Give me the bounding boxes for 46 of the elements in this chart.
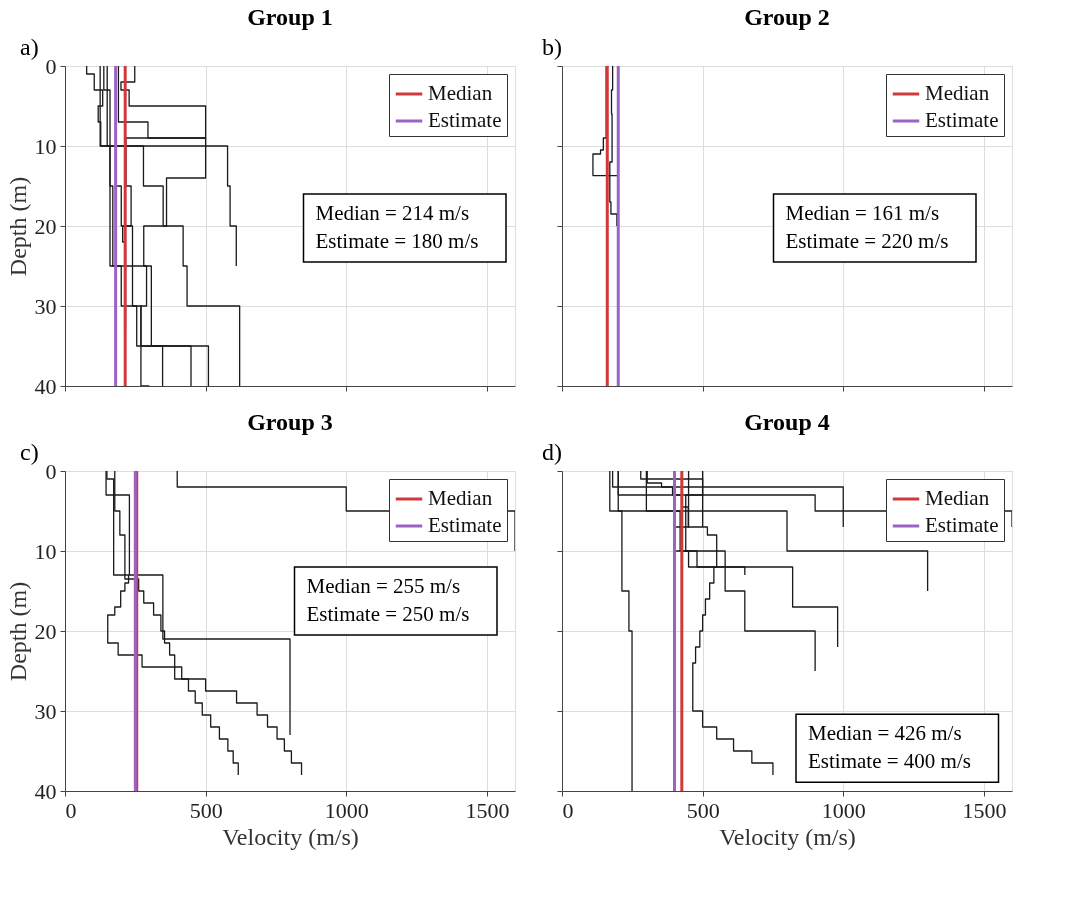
text: b) xyxy=(542,34,562,60)
annotation: Median = 426 m/s xyxy=(808,721,962,746)
annotation: Estimate = 220 m/s xyxy=(785,229,949,253)
y-tick-label: 30 xyxy=(34,293,57,319)
legend-label: Estimate xyxy=(428,108,502,132)
chart-title: Group 3 xyxy=(247,409,333,435)
legend-label: Median xyxy=(428,486,493,510)
y-tick-label: 0 xyxy=(45,53,57,79)
x-tick-label: 500 xyxy=(189,797,223,823)
legend-label: Median xyxy=(925,486,990,510)
legend-label: Estimate xyxy=(925,513,999,537)
y-axis-title: Depth (m) xyxy=(4,581,31,682)
x-tick-label: 1000 xyxy=(821,797,866,823)
y-tick-label: 0 xyxy=(45,458,57,484)
annotation: Estimate = 400 m/s xyxy=(808,749,971,774)
annotation: Estimate = 250 m/s xyxy=(306,602,470,626)
legend-label: Estimate xyxy=(428,513,502,537)
x-tick-label: 1000 xyxy=(324,797,369,823)
chart-title: Group 2 xyxy=(744,4,830,30)
text: c) xyxy=(20,439,39,465)
y-tick-label: 40 xyxy=(34,373,57,399)
text: a) xyxy=(20,34,39,60)
y-tick-label: 40 xyxy=(34,778,57,804)
x-tick-label: 500 xyxy=(686,797,720,823)
legend-label: Estimate xyxy=(925,108,999,132)
x-tick-label: 1500 xyxy=(962,797,1007,823)
y-tick-label: 10 xyxy=(34,538,57,564)
y-tick-label: 20 xyxy=(34,618,57,644)
annotation: Estimate = 180 m/s xyxy=(315,229,479,253)
legend-label: Median xyxy=(428,81,493,105)
annotation: Median = 214 m/s xyxy=(315,201,470,225)
legend-label: Median xyxy=(925,81,990,105)
x-tick-label: 1500 xyxy=(465,797,510,823)
x-axis-title: Velocity (m/s) xyxy=(719,823,856,850)
y-axis-title: Depth (m) xyxy=(4,176,31,277)
y-tick-label: 10 xyxy=(34,133,57,159)
annotation: Median = 161 m/s xyxy=(785,201,940,225)
y-tick-label: 30 xyxy=(34,698,57,724)
chart-title: Group 1 xyxy=(247,4,333,30)
x-tick-label: 0 xyxy=(65,797,77,823)
text: d) xyxy=(542,439,562,465)
x-axis-title: Velocity (m/s) xyxy=(222,823,359,850)
x-tick-label: 0 xyxy=(562,797,574,823)
chart-title: Group 4 xyxy=(744,409,830,435)
y-tick-label: 20 xyxy=(34,213,57,239)
annotation: Median = 255 m/s xyxy=(306,574,461,598)
